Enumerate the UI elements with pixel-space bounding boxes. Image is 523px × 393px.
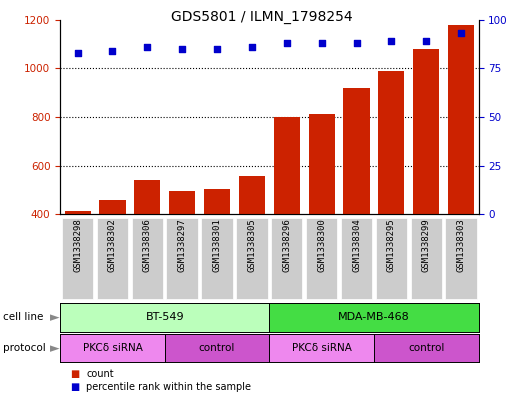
Text: control: control: [199, 343, 235, 353]
Text: GSM1338300: GSM1338300: [317, 219, 326, 272]
Bar: [64, 211, 90, 214]
FancyBboxPatch shape: [201, 218, 233, 299]
Point: [108, 48, 117, 54]
Text: ■: ■: [71, 382, 80, 392]
FancyBboxPatch shape: [166, 218, 198, 299]
FancyBboxPatch shape: [97, 218, 128, 299]
Point: [353, 40, 361, 46]
Text: ■: ■: [71, 369, 80, 379]
Text: ►: ►: [50, 342, 60, 355]
Point: [457, 30, 465, 37]
Text: PKCδ siRNA: PKCδ siRNA: [83, 343, 142, 353]
Point: [213, 46, 221, 52]
Text: PKCδ siRNA: PKCδ siRNA: [292, 343, 351, 353]
FancyBboxPatch shape: [62, 218, 93, 299]
Bar: [378, 71, 404, 214]
Text: protocol: protocol: [3, 343, 46, 353]
Bar: [448, 24, 474, 214]
Text: GSM1338305: GSM1338305: [247, 219, 256, 272]
Bar: [344, 88, 370, 214]
Text: GSM1338296: GSM1338296: [282, 219, 291, 272]
Point: [178, 46, 186, 52]
Text: GSM1338301: GSM1338301: [212, 219, 222, 272]
Point: [317, 40, 326, 46]
Text: ►: ►: [50, 311, 60, 324]
Bar: [204, 189, 230, 214]
Point: [387, 38, 395, 44]
Text: BT-549: BT-549: [145, 312, 184, 322]
Bar: [413, 49, 439, 214]
Point: [282, 40, 291, 46]
FancyBboxPatch shape: [236, 218, 268, 299]
Text: GSM1338303: GSM1338303: [457, 219, 465, 272]
Text: GSM1338298: GSM1338298: [73, 219, 82, 272]
Text: percentile rank within the sample: percentile rank within the sample: [86, 382, 251, 392]
Bar: [169, 191, 195, 214]
FancyBboxPatch shape: [446, 218, 477, 299]
Text: GSM1338302: GSM1338302: [108, 219, 117, 272]
Point: [248, 44, 256, 50]
FancyBboxPatch shape: [341, 218, 372, 299]
Bar: [309, 114, 335, 214]
Text: control: control: [408, 343, 445, 353]
Text: GSM1338299: GSM1338299: [422, 219, 431, 272]
Text: GSM1338306: GSM1338306: [143, 219, 152, 272]
Text: GDS5801 / ILMN_1798254: GDS5801 / ILMN_1798254: [170, 10, 353, 24]
Text: GSM1338295: GSM1338295: [387, 219, 396, 272]
Point: [143, 44, 152, 50]
FancyBboxPatch shape: [271, 218, 302, 299]
Bar: [239, 176, 265, 214]
Text: MDA-MB-468: MDA-MB-468: [338, 312, 410, 322]
FancyBboxPatch shape: [376, 218, 407, 299]
Point: [422, 38, 430, 44]
Bar: [274, 117, 300, 214]
Bar: [134, 180, 161, 214]
Text: count: count: [86, 369, 114, 379]
FancyBboxPatch shape: [306, 218, 337, 299]
Text: GSM1338297: GSM1338297: [178, 219, 187, 272]
Text: GSM1338304: GSM1338304: [352, 219, 361, 272]
Point: [73, 50, 82, 56]
Text: cell line: cell line: [3, 312, 43, 322]
Bar: [99, 200, 126, 214]
FancyBboxPatch shape: [132, 218, 163, 299]
FancyBboxPatch shape: [411, 218, 442, 299]
